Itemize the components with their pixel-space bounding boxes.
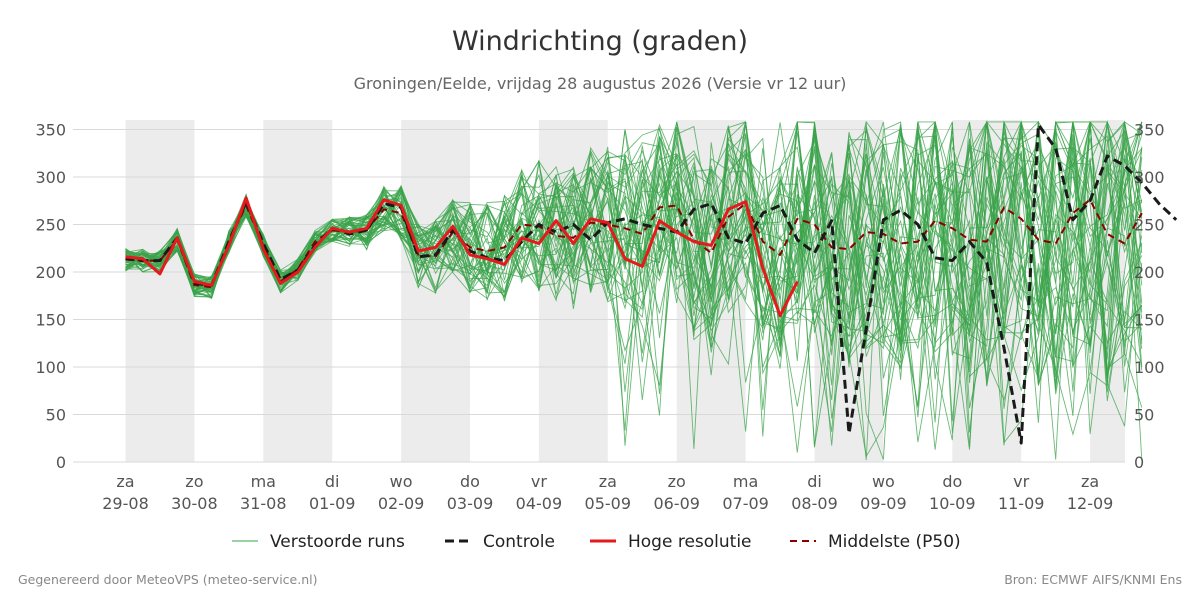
ensemble-member-line <box>125 121 1143 453</box>
series-line-hoge-resolutie <box>125 196 799 318</box>
x-tick-label-date: 10-09 <box>929 494 976 513</box>
x-tick-label-day: ma <box>733 472 758 491</box>
x-tick-label-date: 04-09 <box>516 494 563 513</box>
x-tick-label-date: 02-09 <box>378 494 425 513</box>
x-tick-label-day: ma <box>251 472 276 491</box>
legend-label-controle: Controle <box>483 532 555 552</box>
x-tick-label-date: 08-09 <box>791 494 838 513</box>
y-tick-label-right: 150 <box>1134 311 1165 330</box>
y-tick-label-right: 100 <box>1134 358 1165 377</box>
x-tick-label-date: 01-09 <box>309 494 356 513</box>
x-tick-label-date: 12-09 <box>1067 494 1114 513</box>
chart-title: Windrichting (graden) <box>452 26 748 57</box>
x-tick-label-date: 31-08 <box>240 494 287 513</box>
x-tick-label-day: zo <box>185 472 203 491</box>
x-tick-label-date: 07-09 <box>722 494 769 513</box>
ensemble-member-line <box>125 120 1143 458</box>
x-tick-label-day: di <box>325 472 340 491</box>
x-tick-label-date: 29-08 <box>102 494 149 513</box>
legend-label-mediaan: Middelste (P50) <box>828 532 961 552</box>
weekend-band <box>125 120 195 462</box>
x-tick-label-day: vr <box>1013 472 1029 491</box>
x-tick-label-day: do <box>460 472 480 491</box>
ensemble-lines <box>125 120 1143 461</box>
weekend-band <box>263 120 333 462</box>
x-tick-label-date: 03-09 <box>447 494 494 513</box>
main-series <box>125 123 1178 445</box>
y-tick-label-left: 100 <box>35 358 66 377</box>
x-tick-label-day: di <box>807 472 822 491</box>
ensemble-member-line <box>125 121 1143 446</box>
x-axis: za 29-08 zo 30-08 ma 31-08 di 01-09 wo 02-09 do 03-… <box>102 472 1113 513</box>
x-tick-label-date: 06-09 <box>653 494 700 513</box>
ensemble-member-line <box>125 120 1143 367</box>
x-tick-label-date: 05-09 <box>585 494 632 513</box>
x-tick-label-day: do <box>942 472 962 491</box>
x-tick-label-date: 30-08 <box>171 494 218 513</box>
y-axis-left: 0 50 100 150 200 250 300 350 <box>35 121 66 473</box>
ensemble-member-line <box>125 120 1143 379</box>
y-tick-label-left: 150 <box>35 311 66 330</box>
legend: Verstoorde runs Controle Hoge resolutie … <box>232 532 961 552</box>
footer-source: Bron: ECMWF AIFS/KNMI Ens <box>1004 572 1182 587</box>
y-tick-label-right: 0 <box>1134 453 1144 472</box>
x-tick-label-day: wo <box>872 472 895 491</box>
legend-label-ensemble: Verstoorde runs <box>270 532 405 552</box>
y-tick-label-left: 250 <box>35 216 66 235</box>
y-tick-label-left: 300 <box>35 168 66 187</box>
y-axis-right: 0 50 100 150 200 250 300 350 <box>1134 121 1165 473</box>
y-tick-label-left: 350 <box>35 121 66 140</box>
x-tick-label-day: wo <box>390 472 413 491</box>
y-tick-label-left: 0 <box>56 453 66 472</box>
x-tick-label-day: zo <box>668 472 686 491</box>
y-tick-label-right: 50 <box>1134 406 1154 425</box>
ensemble-member-line <box>125 121 1143 408</box>
footer-generated-by: Gegenereerd door MeteoVPS (meteo-service… <box>18 572 318 587</box>
x-tick-label-day: vr <box>531 472 547 491</box>
x-tick-label-date: 09-09 <box>860 494 907 513</box>
y-tick-label-left: 200 <box>35 263 66 282</box>
y-tick-label-left: 50 <box>46 406 66 425</box>
ensemble-member-line <box>125 121 1143 437</box>
x-tick-label-day: za <box>1081 472 1099 491</box>
x-tick-label-day: za <box>116 472 134 491</box>
ensemble-member-line <box>125 121 1143 387</box>
chart-subtitle: Groningen/Eelde, vrijdag 28 augustus 202… <box>354 74 847 93</box>
ensemble-member-line <box>125 121 1143 348</box>
y-tick-label-right: 350 <box>1134 121 1165 140</box>
series-line-middelste-p50 <box>125 198 1143 289</box>
y-tick-label-right: 250 <box>1134 216 1165 235</box>
y-tick-label-right: 300 <box>1134 168 1165 187</box>
y-tick-label-right: 200 <box>1134 263 1165 282</box>
legend-label-hoge-resolutie: Hoge resolutie <box>628 532 752 552</box>
x-tick-label-date: 11-09 <box>998 494 1045 513</box>
x-tick-label-day: za <box>599 472 617 491</box>
